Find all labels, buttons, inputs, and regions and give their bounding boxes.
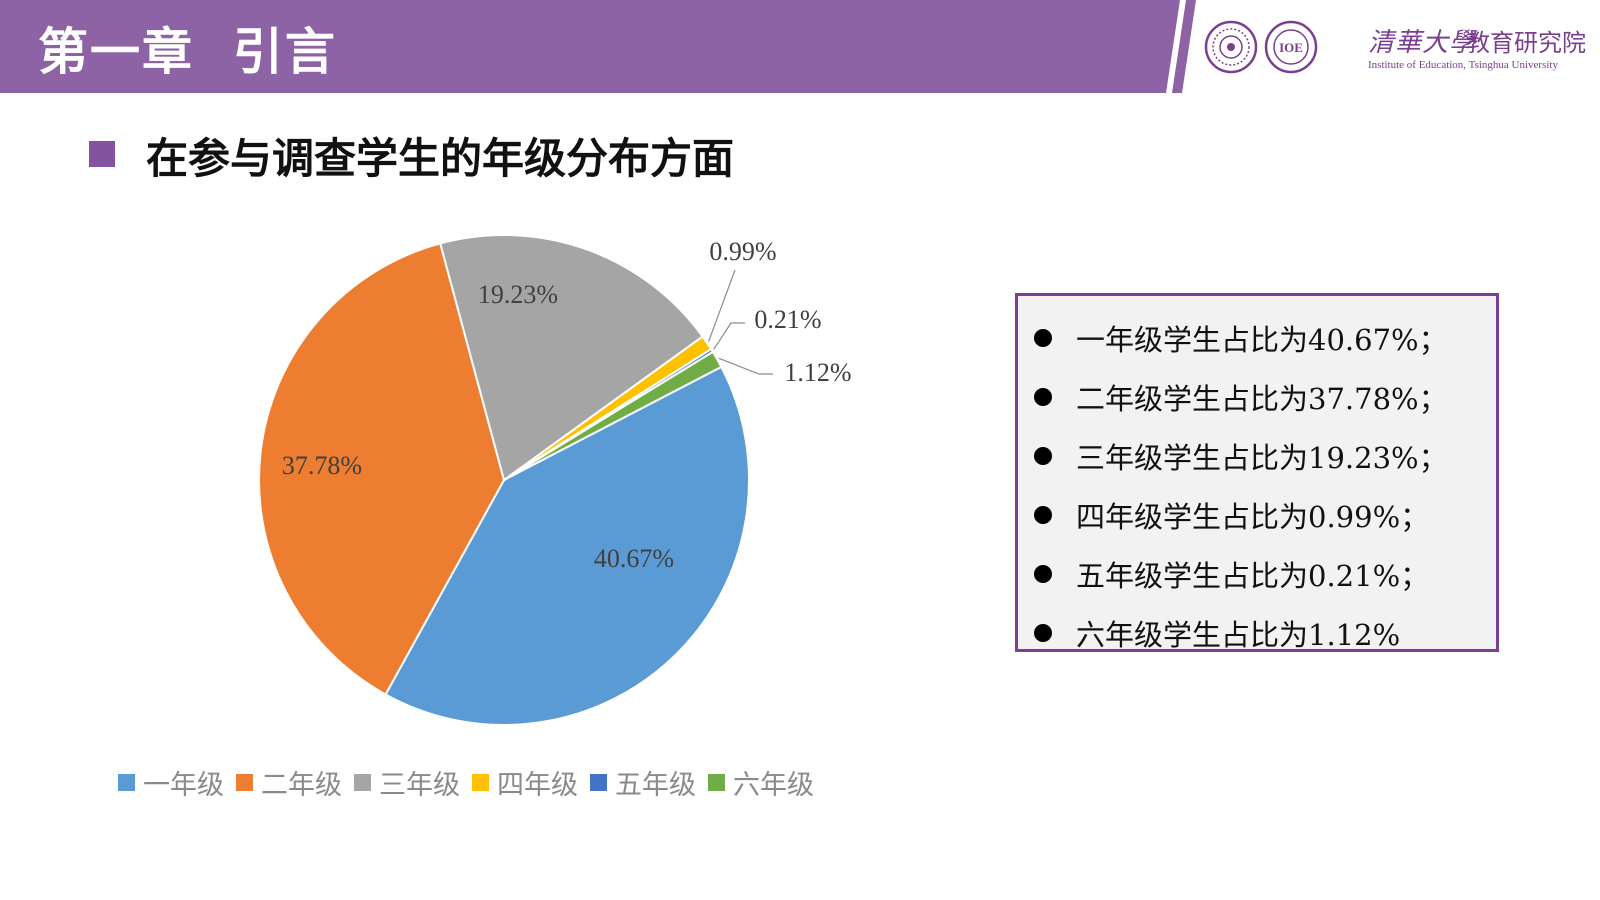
pie-leader-lines [708,269,773,375]
heading-bullet [89,141,115,167]
legend-swatch [708,773,725,791]
pie-data-label-2: 37.78% [282,451,362,480]
grade-summary-list: 一年级学生占比为40.67%； 二年级学生占比为37.78%； 三年级学生占比为19… [1034,308,1496,662]
legend-item-3: 三年级 [354,763,460,802]
summary-line-3: 三年级学生占比为19.23%； [1034,426,1496,485]
legend-item-6: 六年级 [708,763,814,802]
summary-line-2: 二年级学生占比为37.78%； [1034,367,1496,426]
pie-slice-1 [384,365,751,726]
bullet-icon [1034,387,1052,406]
legend-label: 三年级 [379,769,460,801]
ioe-seal-logo: IOE [1264,20,1318,74]
header-background [0,0,1196,93]
pie-data-labels: 40.67% 37.78% 19.23% 0.99% 0.21% 1.12% [282,237,852,573]
legend-item-5: 五年级 [590,763,696,802]
chart-legend: 一年级 二年级 三年级 四年级 五年级 六年级 [118,763,826,802]
legend-swatch [118,773,135,791]
bullet-icon [1034,328,1052,347]
legend-label: 二年级 [261,769,342,801]
summary-text: 六年级学生占比为1.12% [1076,617,1401,652]
legend-label: 一年级 [143,769,224,801]
pie-slices [258,234,751,726]
leader-line-4 [708,269,736,342]
tsinghua-seal-logo [1204,20,1258,74]
bullet-icon [1034,446,1052,465]
summary-line-1: 一年级学生占比为40.67%； [1034,308,1496,367]
pie-data-label-5: 0.21% [754,305,821,334]
summary-line-6: 六年级学生占比为1.12% [1034,603,1496,662]
summary-text: 一年级学生占比为40.67%； [1076,322,1448,357]
summary-line-4: 四年级学生占比为0.99%； [1034,485,1496,544]
bullet-icon [1034,564,1052,583]
legend-label: 四年级 [497,769,578,801]
institute-english-name: Institute of Education, Tsinghua Univers… [1368,59,1558,71]
pie-slice-6 [503,350,723,481]
grade-summary-box: 一年级学生占比为40.67%； 二年级学生占比为37.78%； 三年级学生占比为19… [1015,293,1499,652]
pie-data-label-4: 0.99% [709,237,776,266]
pie-slice-3 [439,234,704,482]
legend-swatch [236,773,253,791]
pie-slice-2 [258,242,506,696]
legend-swatch [472,773,489,791]
bullet-icon [1034,505,1052,524]
legend-swatch [354,773,371,791]
chapter-title: 第一章 引言 [38,23,337,81]
institute-name: 教育研究院 [1466,29,1586,57]
legend-item-2: 二年级 [236,763,342,802]
pie-data-label-6: 1.12% [784,358,851,387]
legend-swatch [590,773,607,791]
pie-data-label-3: 19.23% [478,280,558,309]
summary-text: 三年级学生占比为19.23%； [1076,440,1448,475]
bullet-icon [1034,623,1052,642]
summary-text: 四年级学生占比为0.99%； [1076,499,1430,534]
section-heading: 在参与调查学生的年级分布方面 [146,134,735,183]
leader-line-6 [718,357,773,375]
pie-data-label-1: 40.67% [594,544,674,573]
legend-item-1: 一年级 [118,763,224,802]
legend-item-4: 四年级 [472,763,578,802]
summary-text: 二年级学生占比为37.78%； [1076,381,1448,416]
ioe-seal-text: IOE [1279,40,1303,55]
university-name: 清華大學 [1368,28,1477,58]
summary-text: 五年级学生占比为0.21%； [1076,558,1430,593]
legend-label: 五年级 [615,769,696,801]
leader-line-5 [713,322,745,350]
header-band: 第一章 引言 IOE 清華大學 教育研究院 Institute of Educa… [0,0,1600,95]
summary-line-5: 五年级学生占比为0.21%； [1034,544,1496,603]
legend-label: 六年级 [733,769,814,801]
